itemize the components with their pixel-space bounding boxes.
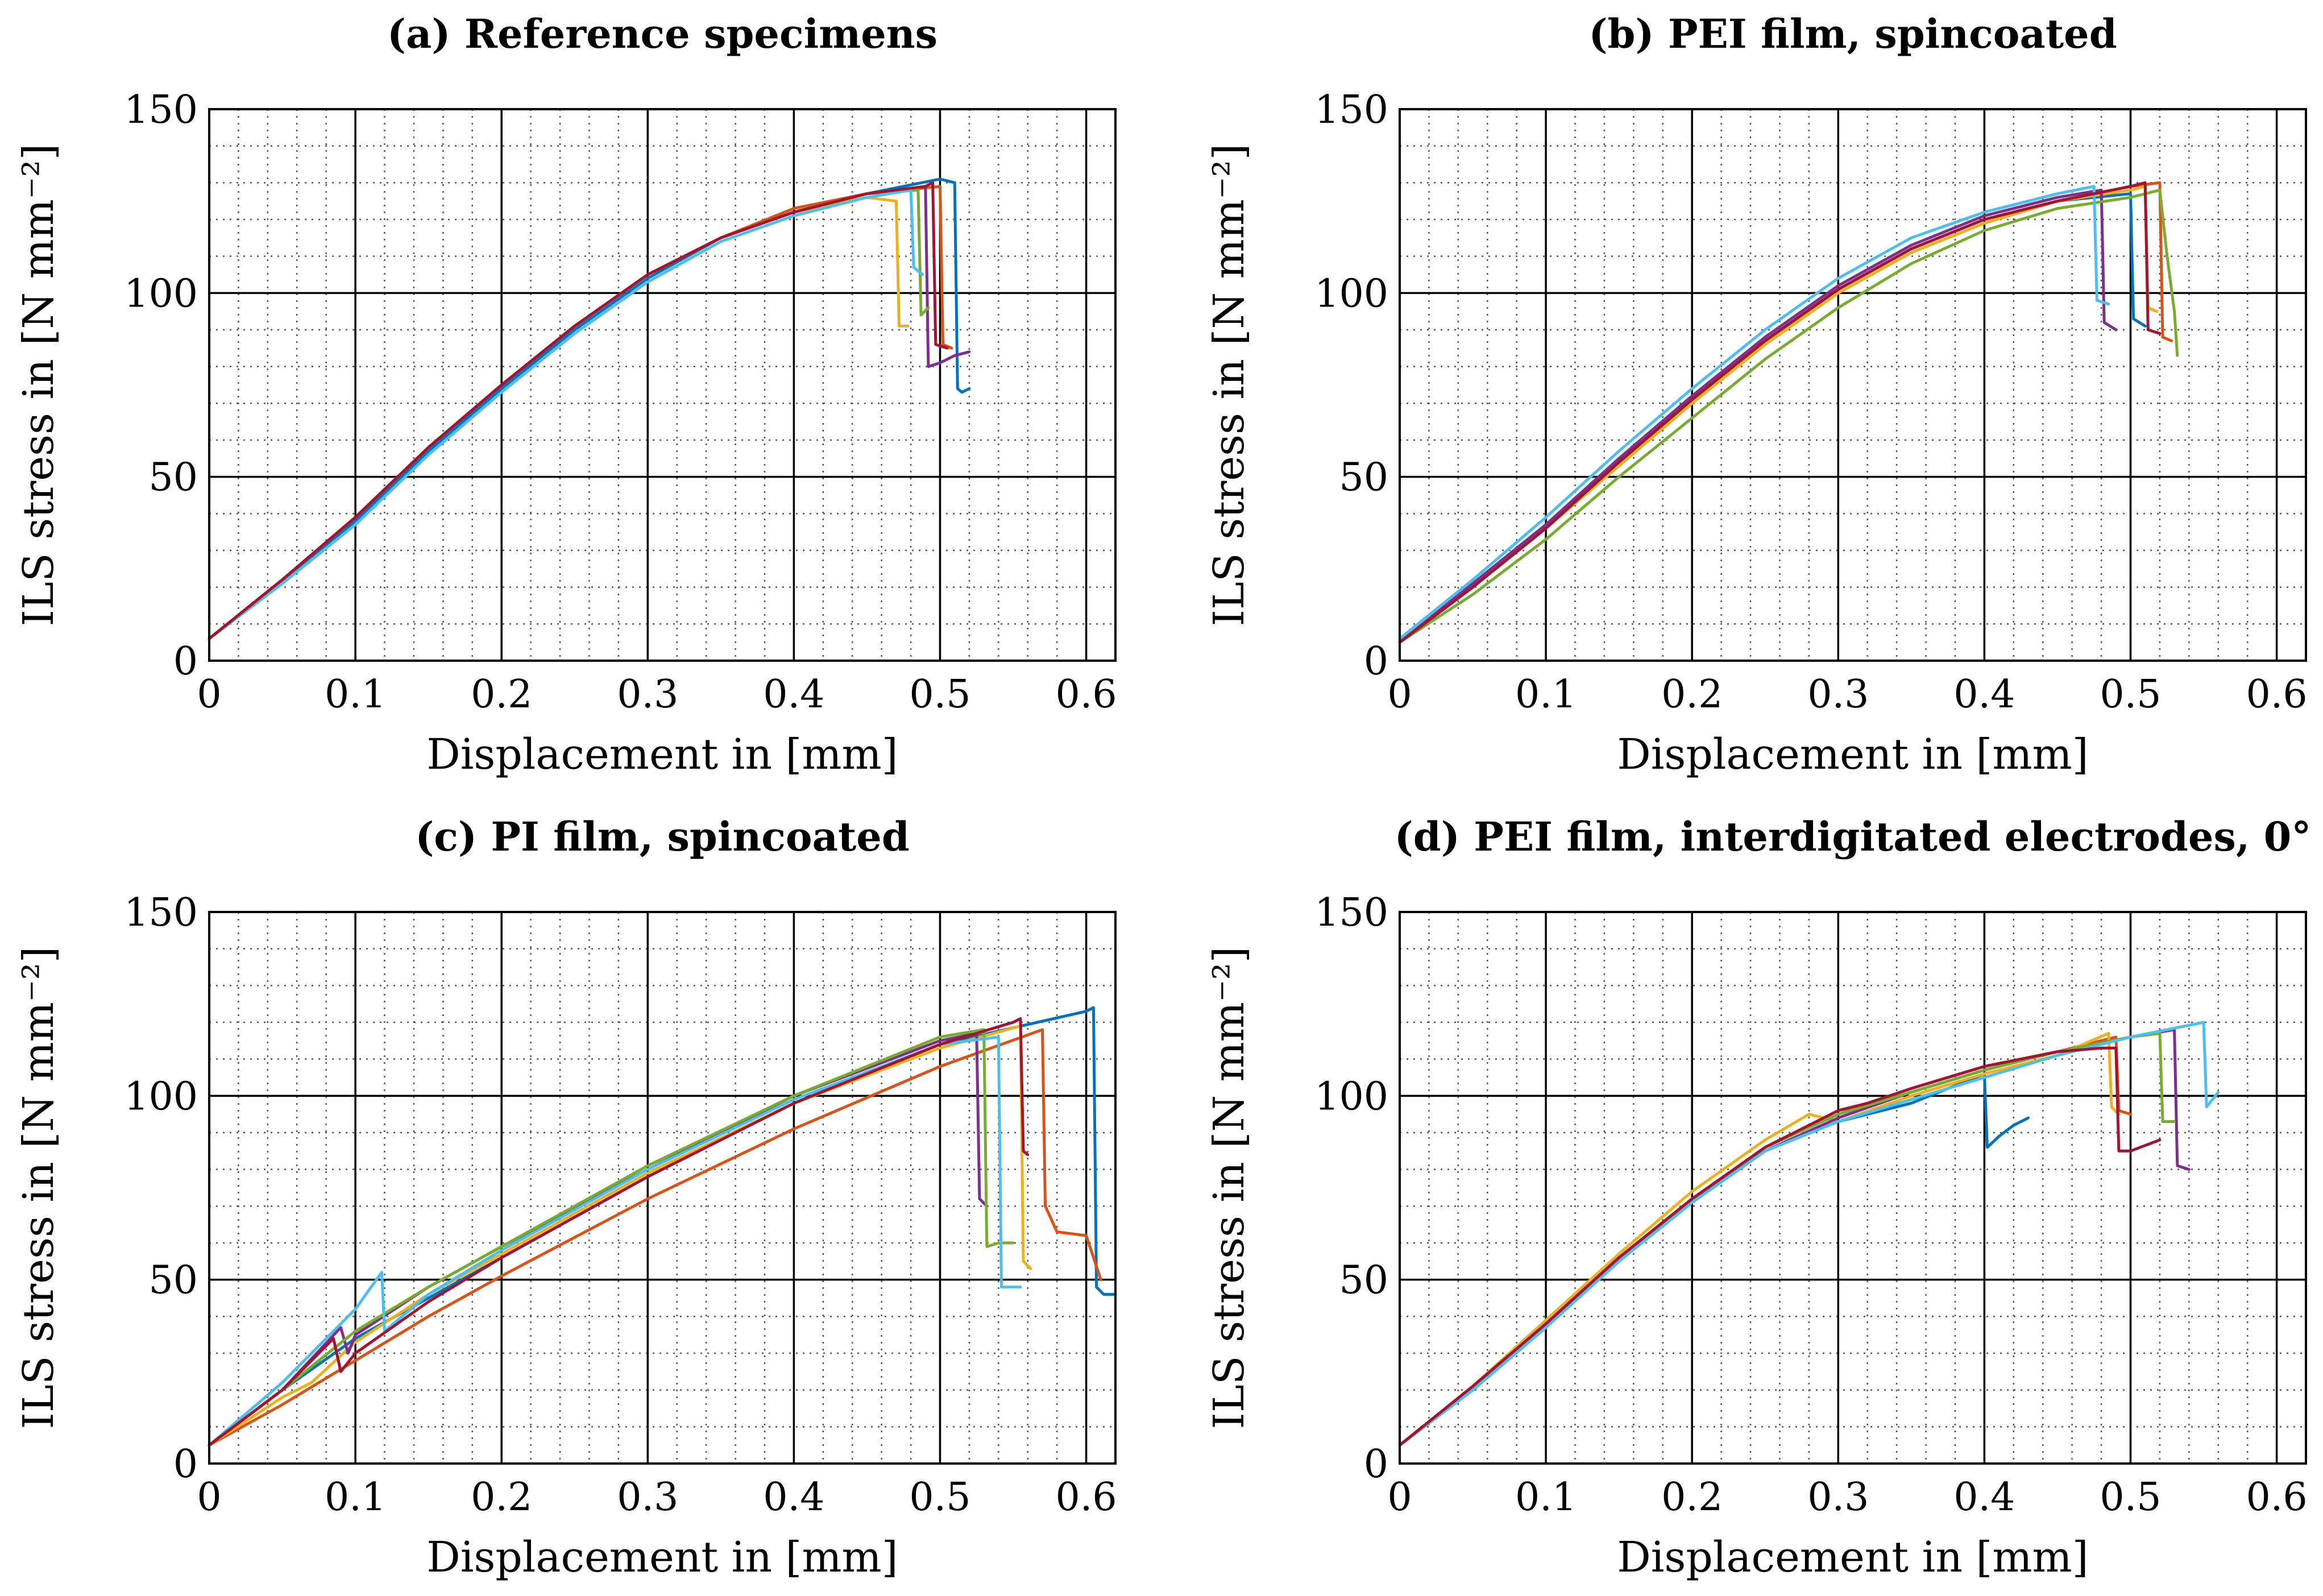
series-line-7 (208, 1017, 1030, 1447)
chart-panel-c: 0 0.1 0.2 0.3 0.4 0.5 0.6 0 50 100 150 (c) PI film,… (14, 813, 1117, 1582)
x-tick-label: 0.6 (2246, 1475, 2308, 1520)
series-line-4 (1398, 188, 2118, 644)
y-tick-label: 150 (1314, 88, 1388, 132)
x-tick-label: 0.6 (1056, 672, 1117, 717)
series-line-5 (208, 1028, 1015, 1447)
x-tick-label: 0.3 (1807, 672, 1869, 717)
chart-title: (b) PEI film, spincoated (1588, 10, 2117, 57)
y-tick-label: 0 (1364, 1442, 1388, 1487)
x-tick-label: 0.4 (763, 1475, 824, 1520)
x-tick-label: 0.1 (1515, 672, 1577, 717)
x-tick-label: 0.2 (471, 1475, 532, 1520)
plot-frame (208, 108, 1117, 662)
x-tick-label: 0 (1387, 672, 1412, 717)
plot-frame (1399, 911, 2307, 1465)
y-tick-label: 100 (124, 1074, 198, 1119)
x-axis-label: Displacement in [mm] (1617, 730, 2088, 779)
y-tick-label: 50 (148, 1258, 198, 1303)
y-tick-label: 100 (1314, 271, 1388, 316)
chart-title: (c) PI film, spincoated (415, 813, 910, 860)
chart-title: (a) Reference specimens (387, 10, 938, 57)
x-tick-label: 0.1 (325, 672, 386, 717)
plot-area (1400, 912, 2306, 1464)
chart-panel-d: 0 0.1 0.2 0.3 0.4 0.5 0.6 0 50 100 150(d) PEI film… (1205, 813, 2311, 1582)
x-tick-label: 0.4 (1953, 1475, 2015, 1520)
x-tick-label: 0.4 (763, 672, 824, 717)
y-tick-label: 150 (124, 890, 198, 935)
y-tick-label: 0 (173, 639, 198, 684)
x-tick-label: 0.3 (1807, 1475, 1869, 1520)
series-line-5 (1398, 188, 2179, 644)
series-line-6 (208, 188, 924, 640)
x-tick-label: 0.1 (1515, 1475, 1577, 1520)
chart-panel-b: 0 0.1 0.2 0.3 0.4 0.5 0.6 0 50 100 150 (b) PEI film… (1205, 10, 2308, 779)
x-tick-label: 0.6 (1056, 1475, 1117, 1520)
y-axis-label: ILS stress in [N mm⁻²] (1205, 947, 1254, 1429)
chart-title: (d) PEI film, interdigitated electrodes,… (1395, 813, 2312, 860)
x-tick-label: 0.2 (1661, 672, 1723, 717)
y-axis-label: ILS stress in [N mm⁻²] (14, 144, 63, 627)
series-line-6 (1398, 185, 2110, 640)
plot-frame (1399, 108, 2307, 662)
x-tick-label: 0.2 (1661, 1475, 1723, 1520)
x-tick-label: 0.1 (325, 1475, 386, 1520)
y-tick-label: 150 (1314, 890, 1388, 935)
series-line-6 (208, 1035, 1022, 1447)
x-tick-label: 0.4 (1953, 672, 2015, 717)
plot-area (209, 912, 1115, 1464)
y-tick-label: 50 (148, 455, 198, 500)
x-tick-label: 0 (197, 672, 221, 717)
x-tick-label: 0.6 (2246, 672, 2308, 717)
y-axis-label: ILS stress in [N mm⁻²] (1205, 144, 1254, 627)
x-tick-label: 0.5 (2100, 1475, 2161, 1520)
x-tick-label: 0 (1387, 1475, 1412, 1520)
x-tick-label: 0.3 (617, 1475, 678, 1520)
y-tick-label: 50 (1339, 1258, 1388, 1303)
plot-area (209, 109, 1115, 661)
x-axis-label: Displacement in [mm] (426, 1533, 898, 1582)
x-tick-label: 0.5 (909, 672, 970, 717)
y-tick-label: 0 (173, 1442, 198, 1487)
y-axis-label: ILS stress in [N mm⁻²] (14, 947, 63, 1429)
x-tick-label: 0.5 (909, 1475, 970, 1520)
y-tick-label: 150 (124, 88, 198, 132)
chart-panel-a: 0 0.1 0.2 0.3 0.4 0.5 0.6 0 50 100 150 (a) Referenc… (14, 10, 1117, 779)
series-line-7 (1398, 1046, 2162, 1447)
x-tick-label: 0.3 (617, 672, 678, 717)
y-tick-label: 50 (1339, 455, 1388, 500)
x-tick-label: 0 (197, 1475, 221, 1520)
series-line-7 (208, 181, 949, 640)
x-axis-label: Displacement in [mm] (1617, 1533, 2088, 1582)
y-tick-label: 100 (124, 271, 198, 316)
plot-frame (208, 911, 1117, 1465)
plot-area (1400, 109, 2306, 661)
x-tick-label: 0.2 (471, 672, 532, 717)
x-tick-label: 0.5 (2100, 672, 2161, 717)
series-line-7 (1398, 181, 2162, 644)
series-line-2 (208, 1028, 1102, 1447)
x-axis-label: Displacement in [mm] (426, 730, 898, 779)
y-tick-label: 100 (1314, 1074, 1388, 1119)
series-line-6 (1398, 1021, 2220, 1447)
y-tick-label: 0 (1364, 639, 1388, 684)
